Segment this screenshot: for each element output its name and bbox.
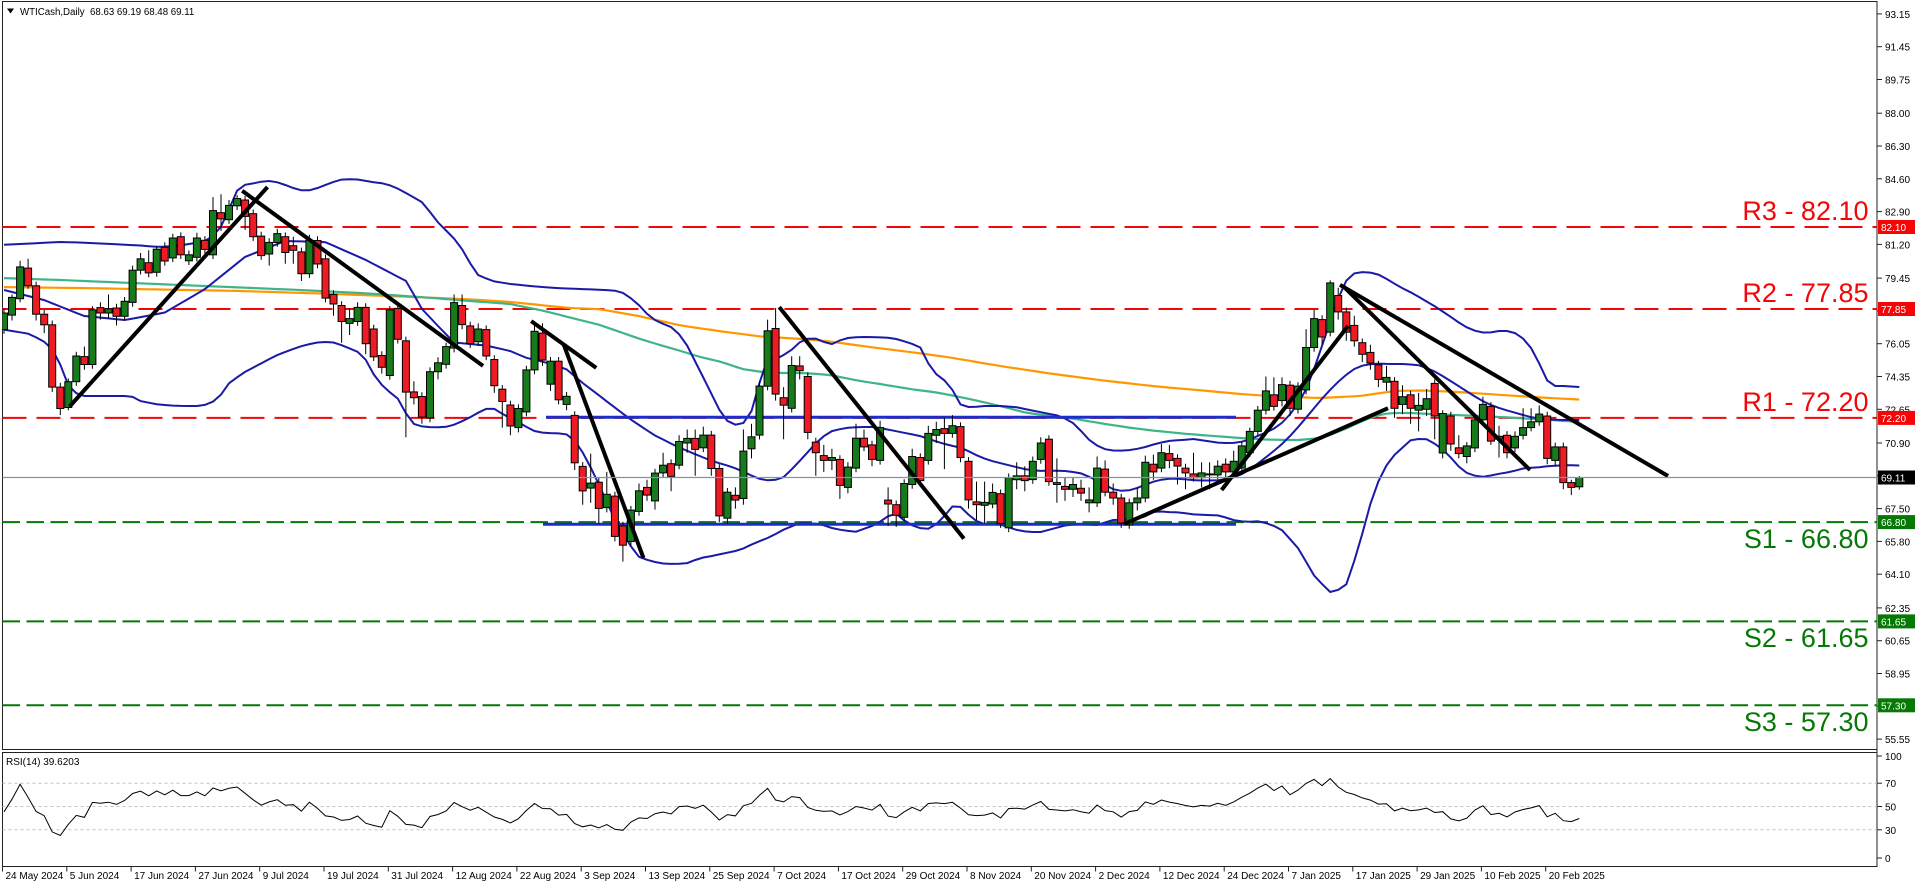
svg-text:10 Feb 2025: 10 Feb 2025 bbox=[1484, 871, 1541, 882]
svg-text:69.11: 69.11 bbox=[1881, 474, 1906, 485]
svg-text:5 Jun 2024: 5 Jun 2024 bbox=[70, 871, 120, 882]
svg-text:17 Jun 2024: 17 Jun 2024 bbox=[134, 871, 189, 882]
svg-text:79.45: 79.45 bbox=[1885, 274, 1910, 285]
svg-text:84.60: 84.60 bbox=[1885, 175, 1910, 186]
svg-text:64.10: 64.10 bbox=[1885, 570, 1910, 581]
svg-text:25 Sep 2024: 25 Sep 2024 bbox=[713, 871, 770, 882]
svg-text:70.90: 70.90 bbox=[1885, 439, 1910, 450]
svg-text:22 Aug 2024: 22 Aug 2024 bbox=[520, 871, 577, 882]
svg-text:58.95: 58.95 bbox=[1885, 670, 1910, 681]
svg-text:20 Feb 2025: 20 Feb 2025 bbox=[1549, 871, 1606, 882]
svg-text:R3 - 82.10: R3 - 82.10 bbox=[1742, 196, 1868, 226]
svg-text:93.15: 93.15 bbox=[1885, 10, 1910, 21]
svg-text:19 Jul 2024: 19 Jul 2024 bbox=[327, 871, 379, 882]
svg-text:3 Sep 2024: 3 Sep 2024 bbox=[584, 871, 636, 882]
svg-text:S1 - 66.80: S1 - 66.80 bbox=[1744, 524, 1869, 554]
svg-text:WTICash,Daily 68.63 69.19 68.: WTICash,Daily 68.63 69.19 68.48 69.11 bbox=[20, 7, 194, 18]
svg-text:50: 50 bbox=[1885, 803, 1897, 814]
svg-text:0: 0 bbox=[1885, 854, 1891, 865]
svg-text:9 Jul 2024: 9 Jul 2024 bbox=[263, 871, 310, 882]
svg-text:S2 - 61.65: S2 - 61.65 bbox=[1744, 623, 1869, 653]
svg-text:65.80: 65.80 bbox=[1885, 537, 1910, 548]
svg-text:57.30: 57.30 bbox=[1881, 701, 1906, 712]
svg-text:66.80: 66.80 bbox=[1881, 518, 1906, 529]
svg-text:RSI(14) 39.6203: RSI(14) 39.6203 bbox=[6, 757, 80, 768]
svg-text:29 Jan 2025: 29 Jan 2025 bbox=[1420, 871, 1475, 882]
svg-text:76.05: 76.05 bbox=[1885, 340, 1910, 351]
svg-text:91.45: 91.45 bbox=[1885, 43, 1910, 54]
svg-text:17 Oct 2024: 17 Oct 2024 bbox=[841, 871, 896, 882]
svg-text:R2 - 77.85: R2 - 77.85 bbox=[1742, 278, 1868, 308]
svg-text:24 Dec 2024: 24 Dec 2024 bbox=[1227, 871, 1284, 882]
svg-text:30: 30 bbox=[1885, 826, 1897, 837]
svg-text:2 Dec 2024: 2 Dec 2024 bbox=[1099, 871, 1151, 882]
svg-text:82.90: 82.90 bbox=[1885, 208, 1910, 219]
svg-text:24 May 2024: 24 May 2024 bbox=[6, 871, 64, 882]
svg-text:31 Jul 2024: 31 Jul 2024 bbox=[391, 871, 443, 882]
svg-text:17 Jan 2025: 17 Jan 2025 bbox=[1356, 871, 1411, 882]
svg-text:72.20: 72.20 bbox=[1881, 414, 1906, 425]
svg-text:20 Nov 2024: 20 Nov 2024 bbox=[1034, 871, 1091, 882]
svg-text:R1 - 72.20: R1 - 72.20 bbox=[1742, 387, 1868, 417]
svg-text:70: 70 bbox=[1885, 779, 1897, 790]
svg-text:81.20: 81.20 bbox=[1885, 240, 1910, 251]
svg-text:86.30: 86.30 bbox=[1885, 142, 1910, 153]
svg-text:13 Sep 2024: 13 Sep 2024 bbox=[649, 871, 706, 882]
svg-text:72.65: 72.65 bbox=[1885, 405, 1910, 416]
svg-text:7 Jan 2025: 7 Jan 2025 bbox=[1292, 871, 1342, 882]
svg-text:29 Oct 2024: 29 Oct 2024 bbox=[906, 871, 961, 882]
svg-text:88.00: 88.00 bbox=[1885, 109, 1910, 120]
svg-text:60.65: 60.65 bbox=[1885, 637, 1910, 648]
svg-text:12 Dec 2024: 12 Dec 2024 bbox=[1163, 871, 1220, 882]
svg-text:8 Nov 2024: 8 Nov 2024 bbox=[970, 871, 1022, 882]
svg-text:89.75: 89.75 bbox=[1885, 76, 1910, 87]
svg-text:55.55: 55.55 bbox=[1885, 735, 1910, 746]
svg-text:77.85: 77.85 bbox=[1881, 305, 1906, 316]
svg-text:100: 100 bbox=[1885, 752, 1902, 763]
svg-text:67.50: 67.50 bbox=[1885, 505, 1910, 516]
svg-text:62.35: 62.35 bbox=[1885, 604, 1910, 615]
svg-text:12 Aug 2024: 12 Aug 2024 bbox=[456, 871, 513, 882]
svg-text:61.65: 61.65 bbox=[1881, 617, 1906, 628]
svg-text:74.35: 74.35 bbox=[1885, 373, 1910, 384]
svg-text:82.10: 82.10 bbox=[1881, 223, 1906, 234]
svg-text:7 Oct 2024: 7 Oct 2024 bbox=[777, 871, 826, 882]
svg-text:27 Jun 2024: 27 Jun 2024 bbox=[198, 871, 253, 882]
svg-text:S3 - 57.30: S3 - 57.30 bbox=[1744, 707, 1869, 737]
